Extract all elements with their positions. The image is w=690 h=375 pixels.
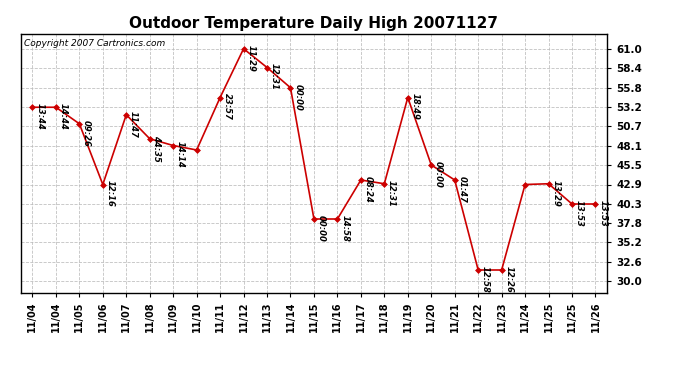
Text: 13:53: 13:53 — [598, 200, 607, 227]
Text: 09:26: 09:26 — [82, 120, 91, 147]
Text: 11:29: 11:29 — [246, 45, 255, 72]
Text: 12:58: 12:58 — [481, 266, 490, 293]
Text: 14:58: 14:58 — [340, 215, 349, 242]
Text: 12:26: 12:26 — [504, 266, 513, 293]
Text: 12:31: 12:31 — [387, 180, 396, 207]
Text: 44:35: 44:35 — [152, 135, 161, 162]
Text: 01:47: 01:47 — [457, 176, 466, 203]
Text: 08:24: 08:24 — [364, 176, 373, 203]
Text: 00:00: 00:00 — [293, 84, 302, 111]
Text: 13:29: 13:29 — [551, 180, 560, 207]
Text: 14:44: 14:44 — [59, 103, 68, 130]
Text: 00:00: 00:00 — [317, 215, 326, 242]
Text: 12:16: 12:16 — [106, 180, 115, 207]
Text: 23:57: 23:57 — [223, 93, 232, 120]
Text: 13:53: 13:53 — [575, 200, 584, 227]
Text: 00:00: 00:00 — [434, 161, 443, 188]
Text: 12:31: 12:31 — [270, 63, 279, 90]
Text: 14:14: 14:14 — [176, 141, 185, 168]
Text: Copyright 2007 Cartronics.com: Copyright 2007 Cartronics.com — [23, 39, 165, 48]
Title: Outdoor Temperature Daily High 20071127: Outdoor Temperature Daily High 20071127 — [130, 16, 498, 31]
Text: 13:44: 13:44 — [35, 103, 44, 130]
Text: 18:49: 18:49 — [411, 93, 420, 120]
Text: 11:47: 11:47 — [129, 111, 138, 138]
